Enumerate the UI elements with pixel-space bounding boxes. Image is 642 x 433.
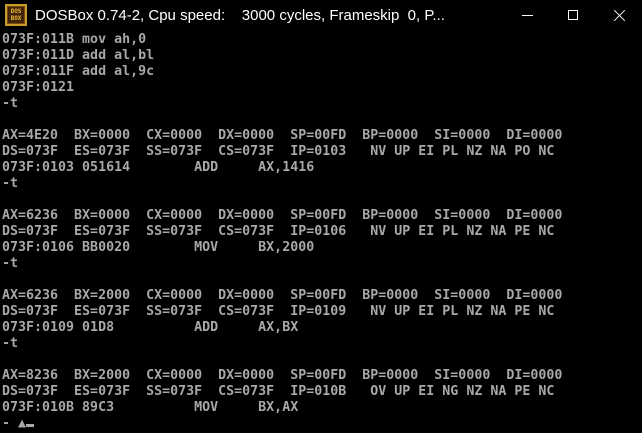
terminal-line: -t [2,256,19,271]
terminal-screen[interactable]: 073F:011B mov ah,0 073F:011D add al,bl 073… [0,30,642,433]
terminal-line: DS=073F ES=073F SS=073F CS=073F IP=010B … [2,384,555,399]
terminal-line: DS=073F ES=073F SS=073F CS=073F IP=0103 … [2,144,555,159]
terminal-line: -t [2,96,19,111]
app-icon-text-bottom: BOX [10,15,22,22]
prompt-text: - ▲ [2,416,27,431]
terminal-line: AX=6236 BX=2000 CX=0000 DX=0000 SP=00FD … [2,288,563,303]
terminal-line [2,272,642,288]
dosbox-app-icon: DOS BOX [5,4,27,26]
terminal-line: DS=073F ES=073F SS=073F CS=073F IP=0106 … [2,224,555,239]
close-button[interactable] [596,0,642,30]
terminal-line: AX=8236 BX=2000 CX=0000 DX=0000 SP=00FD … [2,368,563,383]
terminal-line: -t [2,176,19,191]
titlebar[interactable]: DOS BOX DOSBox 0.74-2, Cpu speed: 3000 c… [0,0,642,30]
window-title: DOSBox 0.74-2, Cpu speed: 3000 cycles, F… [35,6,445,24]
minimize-button[interactable] [504,0,550,30]
terminal-line: DS=073F ES=073F SS=073F CS=073F IP=0109 … [2,304,555,319]
terminal-line: AX=4E20 BX=0000 CX=0000 DX=0000 SP=00FD … [2,128,563,143]
maximize-icon [568,10,578,20]
terminal-output: 073F:011B mov ah,0 073F:011D add al,bl 073… [2,32,642,416]
terminal-line [2,352,642,368]
terminal-line: 073F:011F add al,9c [2,64,155,79]
terminal-line: -t [2,336,19,351]
prompt-line: - ▲ [2,416,642,432]
close-icon [613,9,626,22]
minimize-icon [521,14,533,16]
terminal-line: 073F:011B mov ah,0 [2,32,147,47]
terminal-line: 073F:010B 89C3 MOV BX,AX [2,400,299,415]
terminal-line: 073F:0103 051614 ADD AX,1416 [2,160,315,175]
maximize-button[interactable] [550,0,596,30]
terminal-line: 073F:0121 [2,80,75,95]
terminal-line [2,192,642,208]
terminal-line: 073F:0106 BB0020 MOV BX,2000 [2,240,315,255]
app-icon-text-top: DOS [10,8,22,15]
terminal-line: 073F:011D add al,bl [2,48,155,63]
terminal-line: 073F:0109 01D8 ADD AX,BX [2,320,299,335]
terminal-line [2,112,642,128]
window-controls [504,0,642,30]
terminal-line: AX=6236 BX=0000 CX=0000 DX=0000 SP=00FD … [2,208,563,223]
text-cursor [26,424,35,427]
